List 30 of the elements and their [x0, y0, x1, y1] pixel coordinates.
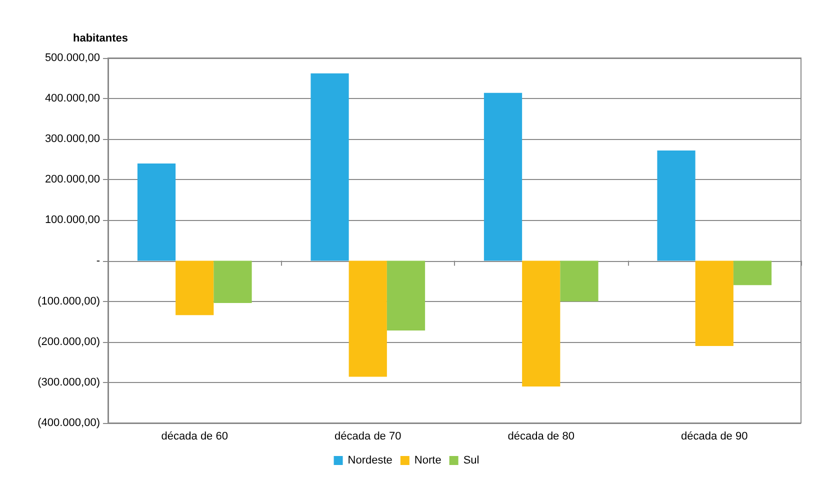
y-tick-label: 200.000,00: [44, 174, 100, 186]
bar: [695, 260, 734, 346]
bar: [176, 260, 214, 316]
bar: [657, 150, 696, 261]
legend-label: Nordeste: [348, 454, 392, 466]
bar: [310, 73, 349, 261]
legend-label: Sul: [463, 454, 480, 466]
y-tick-label: -: [96, 254, 100, 267]
x-tick-label: década de 90: [681, 430, 748, 442]
bar: [214, 260, 252, 303]
x-tick-label: década de 60: [161, 430, 228, 442]
y-tick-label: 500.000,00: [44, 52, 100, 64]
y-tick-label: 100.000,00: [44, 214, 100, 226]
bar: [560, 260, 598, 302]
y-tick-label: 400.000,00: [44, 92, 100, 105]
y-axis-title: habitantes: [72, 32, 128, 44]
bar: [348, 260, 387, 377]
y-tick-label: (300.000,00): [38, 376, 100, 388]
x-tick-label: década de 70: [334, 430, 402, 442]
bar: [484, 92, 522, 261]
y-tick-label: (100.000,00): [38, 295, 100, 308]
bar: [522, 260, 560, 386]
bar: [386, 260, 426, 331]
y-tick-label: 300.000,00: [44, 133, 100, 146]
x-tick-label: década de 80: [508, 430, 574, 442]
bar: [137, 163, 176, 261]
y-tick-label: (400.000,00): [38, 417, 100, 429]
bar: [733, 260, 772, 286]
legend-label: Norte: [414, 454, 442, 466]
y-tick-label: (200.000,00): [38, 336, 100, 348]
